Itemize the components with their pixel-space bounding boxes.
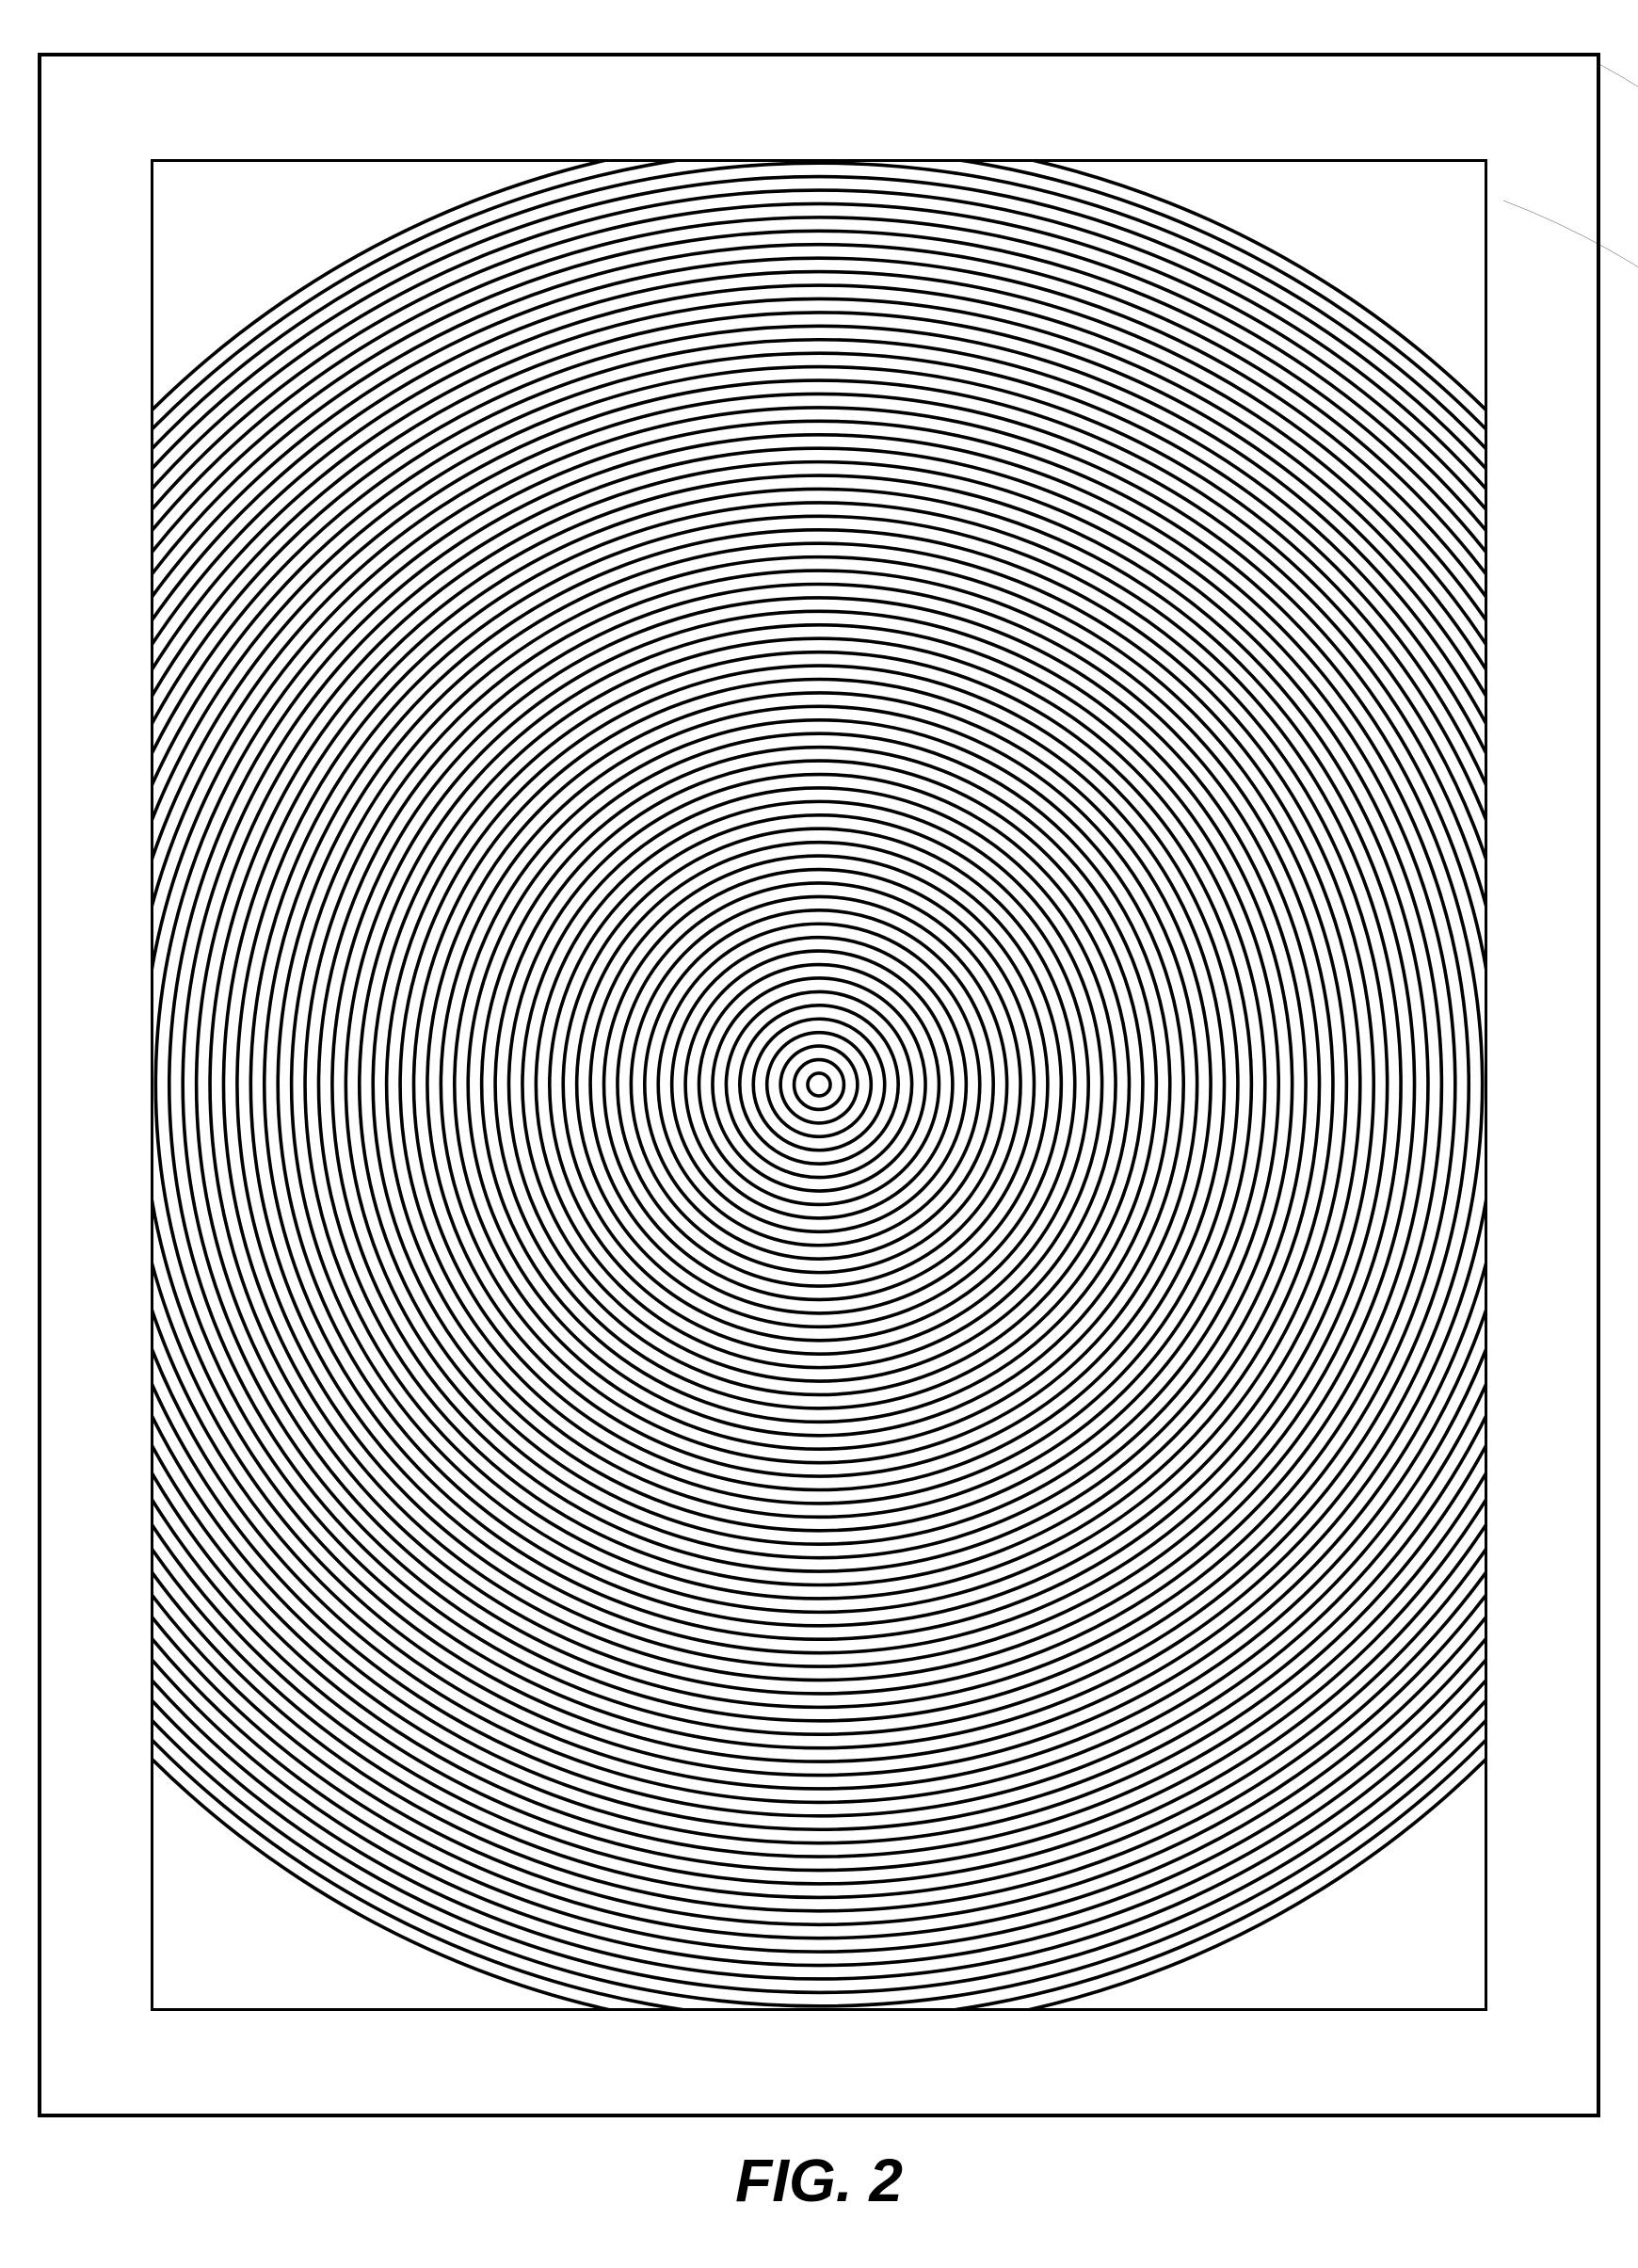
outer-frame: 20 22 <box>38 53 1600 2118</box>
concentric-rings <box>151 159 1488 2011</box>
figure-label: FIG. 2 <box>38 2146 1600 2215</box>
inner-fresnel-panel <box>151 159 1488 2011</box>
figure-container: 20 22 FIG. 2 <box>38 53 1600 2216</box>
